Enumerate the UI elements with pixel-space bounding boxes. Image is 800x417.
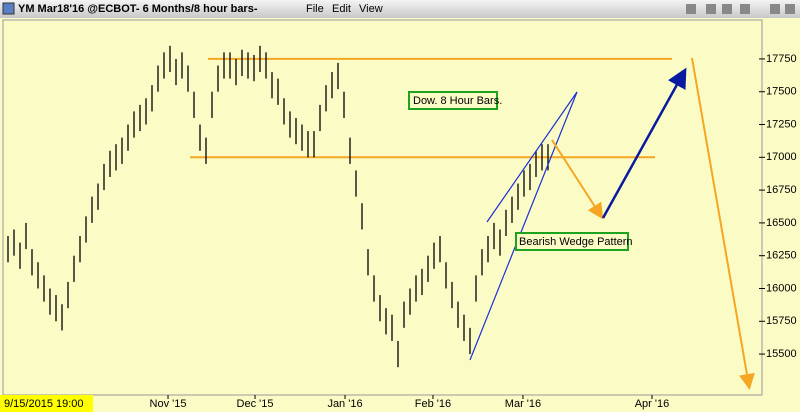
chart-background [0, 18, 800, 412]
button[interactable] [706, 4, 716, 14]
x-tick-label: Apr '16 [635, 398, 670, 410]
y-tick-label: 15500 [766, 348, 797, 360]
annotation-box [408, 91, 498, 110]
x-tick-label: Nov '15 [150, 398, 187, 410]
toolbar [0, 0, 800, 18]
y-tick-label: 17000 [766, 151, 797, 163]
y-tick-label: 17500 [766, 86, 797, 98]
arrow [551, 139, 604, 220]
menu-item[interactable]: View [359, 3, 383, 15]
x-tick-label: Jan '16 [327, 398, 362, 410]
menu-item[interactable]: Edit [332, 3, 351, 15]
button[interactable] [740, 4, 750, 14]
annotation: Bearish Wedge Pattern [519, 236, 633, 248]
cursor-label-box [0, 395, 93, 412]
y-tick-label: 17750 [766, 53, 797, 65]
plot-frame [2, 19, 763, 396]
toolbar-title: YM Mar18'16 @ECBOT- 6 Months/8 hour bars… [18, 3, 258, 15]
wedge [469, 91, 578, 361]
y-tick-label: 17250 [766, 118, 797, 130]
wedge-line [469, 91, 578, 361]
button[interactable] [770, 4, 780, 14]
annotation-box [515, 232, 629, 251]
arrow [691, 57, 755, 390]
annotation: Dow. 8 Hour Bars. [413, 95, 502, 107]
window-buttons [686, 4, 795, 14]
wedge-line [486, 91, 578, 223]
button[interactable] [722, 4, 732, 14]
menu-item[interactable]: File [306, 3, 324, 15]
x-tick-label: Feb '16 [415, 398, 451, 410]
app-icon [2, 2, 15, 15]
cursor-label: 9/15/2015 19:00 [4, 398, 84, 410]
x-tick-label: Mar '16 [505, 398, 541, 410]
button[interactable] [686, 4, 696, 14]
y-tick-label: 15750 [766, 315, 797, 327]
y-tick-label: 16000 [766, 282, 797, 294]
button[interactable] [785, 4, 795, 14]
y-tick-label: 16250 [766, 250, 797, 262]
y-tick-label: 16500 [766, 217, 797, 229]
x-tick-label: Dec '15 [237, 398, 274, 410]
arrow [601, 67, 687, 219]
y-tick-label: 16750 [766, 184, 797, 196]
